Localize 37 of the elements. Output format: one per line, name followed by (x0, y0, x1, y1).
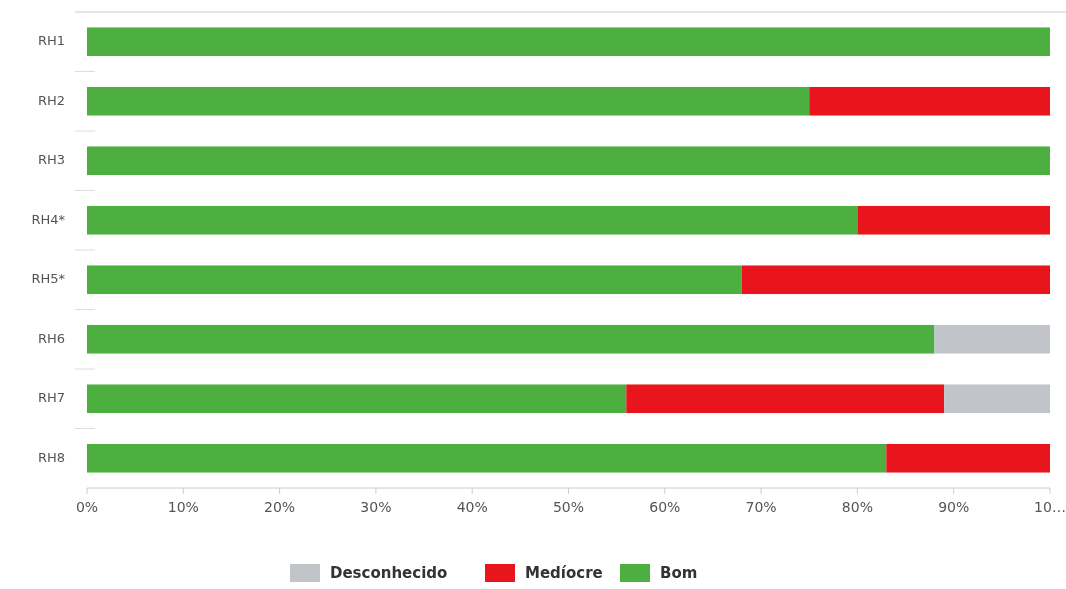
x-tick-label: 80% (841, 499, 873, 515)
bar (934, 324, 1050, 354)
x-tick-label: 90% (938, 499, 970, 515)
y-tick-label: RH2 (37, 92, 65, 108)
bar (809, 86, 1050, 116)
legend-label: Desconhecido (330, 564, 448, 582)
bar (87, 27, 1050, 57)
x-tick-label: 50% (552, 499, 585, 515)
bar (87, 324, 935, 354)
y-tick-label: RH7 (37, 390, 65, 406)
bar (87, 205, 858, 235)
bar (886, 443, 1050, 473)
x-tick-label: 0% (75, 499, 99, 515)
y-tick-label: RH3 (37, 152, 65, 168)
x-tick-label: 30% (360, 499, 392, 515)
x-tick-label: 10… (1034, 499, 1066, 515)
legend-label: Bom (660, 564, 698, 582)
x-tick-label: 60% (649, 499, 681, 515)
bar (87, 265, 742, 295)
bar (87, 86, 810, 116)
legend-label: Medíocre (525, 564, 603, 582)
bar (944, 384, 1050, 414)
bar (857, 205, 1050, 235)
x-tick-label: 20% (264, 499, 296, 515)
y-tick-label: RH6 (37, 330, 65, 346)
x-tick-label: 10% (167, 499, 199, 515)
y-tick-label: RH1 (37, 33, 65, 49)
bar (87, 146, 1050, 176)
y-tick-label: RH8 (37, 449, 65, 465)
x-tick-label: 70% (745, 499, 777, 515)
y-tick-label: RH5* (31, 271, 66, 287)
x-tick-label: 40% (456, 499, 488, 515)
y-tick-label: RH4* (31, 211, 66, 227)
bar (87, 384, 627, 414)
bar (87, 443, 887, 473)
bar (626, 384, 945, 414)
bar (741, 265, 1050, 295)
